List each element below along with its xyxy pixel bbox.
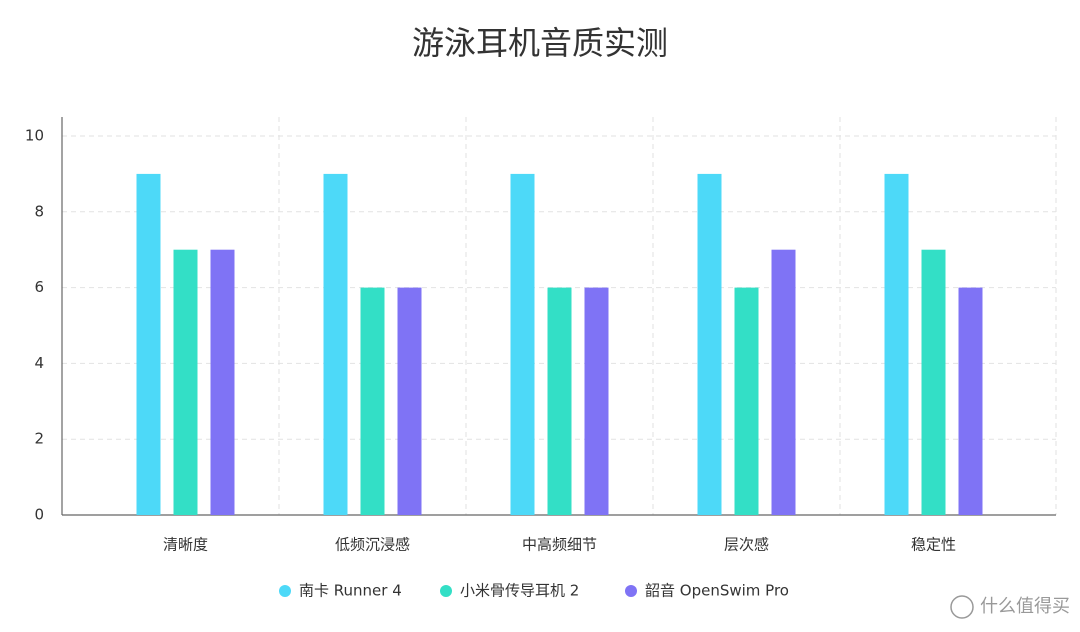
bar (921, 249, 946, 515)
bar (510, 173, 535, 515)
x-tick-label: 稳定性 (911, 536, 956, 554)
bar (771, 249, 796, 515)
bar (958, 287, 983, 515)
x-tick-label: 清晰度 (163, 536, 208, 554)
bar (136, 173, 161, 515)
y-tick-label: 6 (34, 278, 44, 296)
y-tick-label: 8 (34, 202, 44, 220)
legend-marker (625, 585, 637, 597)
watermark: 什么值得买 (980, 596, 1070, 617)
legend-label: 小米骨传导耳机 2 (460, 582, 579, 600)
bar (397, 287, 422, 515)
chart-title: 游泳耳机音质实测 (412, 24, 668, 62)
bar (360, 287, 385, 515)
y-tick-label: 4 (34, 354, 44, 372)
legend-label: 韶音 OpenSwim Pro (645, 582, 789, 600)
bar (323, 173, 348, 515)
y-tick-label: 10 (25, 127, 44, 145)
y-tick-label: 2 (34, 430, 44, 448)
bar (884, 173, 909, 515)
bar (697, 173, 722, 515)
bar (173, 249, 198, 515)
bar (584, 287, 609, 515)
legend-marker (279, 585, 291, 597)
bar (734, 287, 759, 515)
x-tick-label: 低频沉浸感 (335, 536, 410, 554)
y-tick-label: 0 (34, 506, 44, 524)
x-tick-label: 层次感 (724, 536, 769, 554)
legend-marker (440, 585, 452, 597)
watermark-icon (950, 595, 974, 619)
x-tick-label: 中高频细节 (522, 536, 597, 554)
bar (547, 287, 572, 515)
legend-label: 南卡 Runner 4 (299, 582, 402, 600)
bar (210, 249, 235, 515)
